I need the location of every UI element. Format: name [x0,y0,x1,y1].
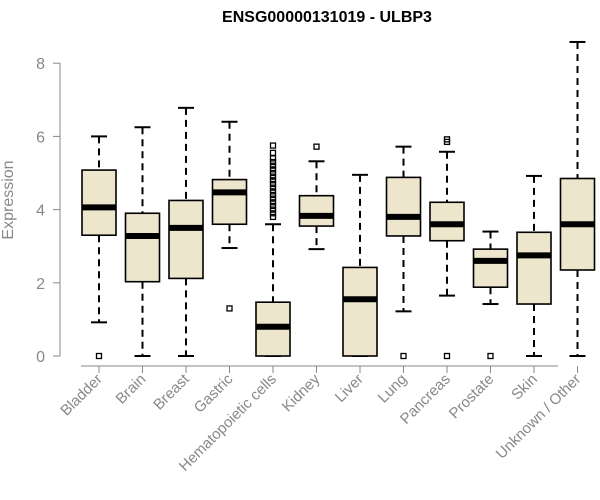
box-group [168,106,204,357]
outlier-point [269,213,277,221]
box-group [516,174,552,357]
outlier-point [269,180,277,188]
box-group [298,143,335,251]
outlier-point [95,352,103,360]
box-group [429,136,465,360]
outlier-point [443,136,451,143]
y-tick-label: 2 [36,276,45,293]
iqr-box [342,266,378,357]
x-tick-label: Brain [113,371,150,408]
iqr-box [211,178,248,226]
y-tick-label: 8 [36,56,45,73]
y-ticks: 0 2 4 6 8 [36,56,60,366]
box-group [81,135,117,360]
iqr-box [385,176,422,237]
outlier-point [443,352,451,360]
box-group [559,40,596,357]
y-tick-label: 0 [36,349,45,366]
x-tick-label: Lung [375,371,411,407]
outlier-point [269,184,277,191]
box-group [124,126,161,357]
outlier-point [226,305,233,312]
box-group [385,145,422,360]
outlier-point [269,188,277,195]
x-tick-label: Bladder [57,371,106,420]
box-group [342,173,378,357]
outlier-point [313,143,320,150]
outlier-point [269,142,277,149]
y-tick-label: 4 [36,203,45,220]
outlier-point [269,158,277,166]
outlier-point [400,352,407,360]
box-group [255,142,291,357]
iqr-box [516,231,552,305]
iqr-box [81,169,117,237]
outlier-point [269,173,277,180]
outlier-point [269,210,277,217]
outlier-point [269,199,277,206]
x-tick-label: Liver [332,371,367,406]
outlier-point [269,177,277,184]
y-axis-label: Expression [0,160,17,239]
chart-title: ENSG00000131019 - ULBP3 [222,9,432,26]
x-tick-label: Breast [150,370,193,413]
boxes [81,40,596,360]
box-group [472,230,509,360]
x-tick-label: Skin [508,371,541,404]
iqr-box [124,212,161,283]
outlier-point [269,149,277,157]
y-tick-label: 6 [36,129,45,146]
outlier-point [269,166,277,173]
outlier-point [487,352,494,360]
outlier-point [269,191,277,199]
box-group [211,120,248,312]
iqr-box [168,199,204,280]
outlier-point [269,206,277,213]
x-tick-label: Kidney [279,370,324,415]
outlier-point [269,195,277,202]
outlier-point [269,169,277,177]
iqr-box [298,194,335,227]
outlier-point [269,162,277,169]
outlier-point [269,202,277,210]
x-tick-label: Prostate [446,371,498,423]
iqr-box [472,248,509,288]
